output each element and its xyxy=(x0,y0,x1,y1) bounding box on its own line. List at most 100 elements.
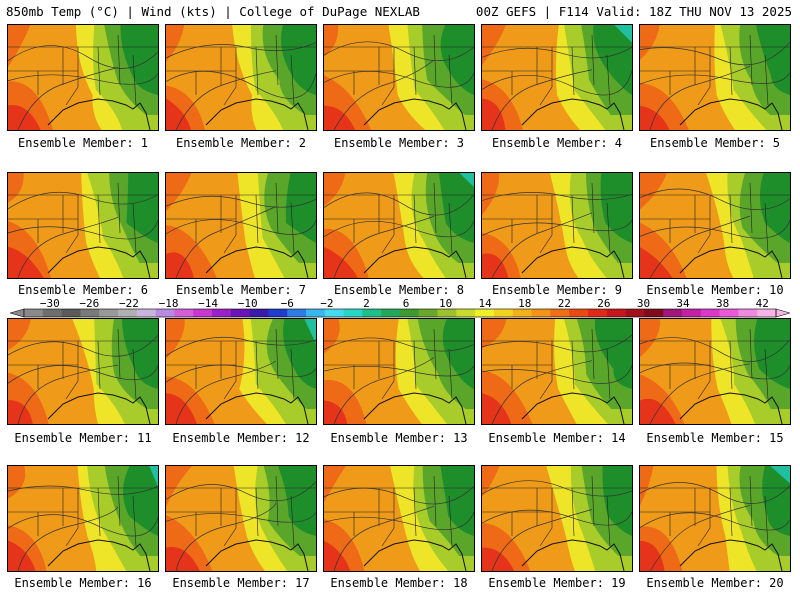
colorbar-tick-label: −2 xyxy=(320,297,334,310)
colorbar-tick-label: −30 xyxy=(39,297,60,310)
ensemble-panel[interactable] xyxy=(639,465,791,572)
colorbar-swatch xyxy=(606,309,626,317)
ensemble-member-label: Ensemble Member: 16 xyxy=(14,576,152,590)
ensemble-member-label: Ensemble Member: 9 xyxy=(491,283,623,297)
colorbar-swatch xyxy=(343,309,363,317)
temperature-colorbar: −30 −26 −22 −18 −14 −10 −6 −2 2 6 10 14 18 22 26 30 34 38… xyxy=(10,297,790,320)
ensemble-panel[interactable] xyxy=(481,24,633,131)
ensemble-member-label: Ensemble Member: 2 xyxy=(175,136,307,150)
colorbar-swatch xyxy=(437,309,457,317)
ensemble-member-label: Ensemble Member: 1 xyxy=(17,136,149,150)
ensemble-panel[interactable] xyxy=(7,318,159,425)
ensemble-panel[interactable] xyxy=(639,24,791,131)
ensemble-member-label: Ensemble Member: 5 xyxy=(649,136,781,150)
ensemble-panel[interactable] xyxy=(165,318,317,425)
colorbar-graphic xyxy=(10,308,790,318)
ensemble-member-label: Ensemble Member: 10 xyxy=(646,283,784,297)
colorbar-tick-label: −22 xyxy=(119,297,139,310)
ensemble-member-label: Ensemble Member: 4 xyxy=(491,136,623,150)
colorbar-tick-label: −26 xyxy=(79,297,100,310)
colorbar-swatch xyxy=(512,309,532,317)
colorbar-swatch xyxy=(268,309,288,317)
colorbar-swatch xyxy=(212,309,232,317)
colorbar-tick-label: 42 xyxy=(755,297,769,310)
ensemble-panel[interactable] xyxy=(639,318,791,425)
temperature-map xyxy=(8,319,158,424)
ensemble-panel[interactable] xyxy=(7,465,159,572)
colorbar-swatch xyxy=(118,309,138,317)
colorbar-swatch xyxy=(757,309,777,317)
colorbar-swatch xyxy=(287,309,307,317)
colorbar-swatch xyxy=(456,309,476,317)
colorbar-swatch xyxy=(42,309,62,317)
colorbar-tick-label: 6 xyxy=(402,297,410,310)
colorbar-swatch xyxy=(719,309,739,317)
ensemble-panel[interactable] xyxy=(481,318,633,425)
ensemble-member-label: Ensemble Member: 11 xyxy=(14,431,152,445)
colorbar-tick-label: −6 xyxy=(280,297,294,310)
ensemble-panel[interactable] xyxy=(165,172,317,279)
temperature-map xyxy=(324,173,474,278)
colorbar-tick-label: −10 xyxy=(237,297,258,310)
temperature-map xyxy=(166,25,316,130)
ensemble-member-label: Ensemble Member: 12 xyxy=(172,431,310,445)
colorbar-swatch xyxy=(24,309,44,317)
ensemble-panel[interactable] xyxy=(323,24,475,131)
colorbar-swatch xyxy=(663,309,683,317)
temperature-map xyxy=(640,466,790,571)
colorbar-tick-label: 18 xyxy=(518,297,532,310)
colorbar-tick-label: 14 xyxy=(478,297,492,310)
model-run-info: 00Z GEFS | F114 Valid: 18Z THU NOV 13 20… xyxy=(475,4,792,19)
colorbar-swatch xyxy=(738,309,758,317)
ensemble-panel[interactable] xyxy=(7,24,159,131)
ensemble-panel[interactable] xyxy=(639,172,791,279)
ensemble-panel[interactable] xyxy=(481,465,633,572)
temperature-map xyxy=(166,319,316,424)
colorbar-swatch xyxy=(230,309,250,317)
colorbar-swatch xyxy=(475,309,495,317)
ensemble-member-label: Ensemble Member: 17 xyxy=(172,576,310,590)
colorbar-min-arrow xyxy=(10,308,25,318)
colorbar-tick-label: 2 xyxy=(363,297,370,310)
temperature-map xyxy=(324,466,474,571)
ensemble-member-label: Ensemble Member: 19 xyxy=(488,576,626,590)
colorbar-swatch xyxy=(569,309,589,317)
temperature-map xyxy=(8,466,158,571)
colorbar-swatch xyxy=(381,309,401,317)
ensemble-member-label: Ensemble Member: 6 xyxy=(17,283,149,297)
colorbar-swatch xyxy=(644,309,664,317)
temperature-map xyxy=(166,466,316,571)
ensemble-member-label: Ensemble Member: 3 xyxy=(333,136,465,150)
ensemble-panel[interactable] xyxy=(323,465,475,572)
ensemble-panel[interactable] xyxy=(7,172,159,279)
colorbar-swatch xyxy=(61,309,81,317)
colorbar-swatch xyxy=(136,309,156,317)
colorbar-swatch xyxy=(494,309,514,317)
temperature-map xyxy=(640,25,790,130)
colorbar-tick-label: 34 xyxy=(676,297,690,310)
ensemble-panel[interactable] xyxy=(323,172,475,279)
ensemble-panel[interactable] xyxy=(165,465,317,572)
colorbar-swatch xyxy=(324,309,344,317)
colorbar-swatch xyxy=(249,309,269,317)
colorbar-swatch xyxy=(400,309,420,317)
colorbar-swatch xyxy=(99,309,119,317)
ensemble-member-label: Ensemble Member: 8 xyxy=(333,283,465,297)
colorbar-swatch xyxy=(155,309,175,317)
ensemble-member-label: Ensemble Member: 7 xyxy=(175,283,307,297)
temperature-map xyxy=(324,25,474,130)
ensemble-member-label: Ensemble Member: 15 xyxy=(646,431,784,445)
ensemble-member-label: Ensemble Member: 18 xyxy=(330,576,468,590)
ensemble-panel[interactable] xyxy=(165,24,317,131)
colorbar-tick-label: 10 xyxy=(438,297,453,310)
colorbar-swatch xyxy=(174,309,194,317)
colorbar-swatch xyxy=(531,309,551,317)
ensemble-panel[interactable] xyxy=(481,172,633,279)
temperature-map xyxy=(640,173,790,278)
temperature-map xyxy=(8,173,158,278)
colorbar-tick-label: 26 xyxy=(597,297,611,310)
colorbar-tick-label: 22 xyxy=(557,297,571,310)
colorbar-swatch xyxy=(362,309,382,317)
ensemble-panel[interactable] xyxy=(323,318,475,425)
temperature-map xyxy=(324,319,474,424)
